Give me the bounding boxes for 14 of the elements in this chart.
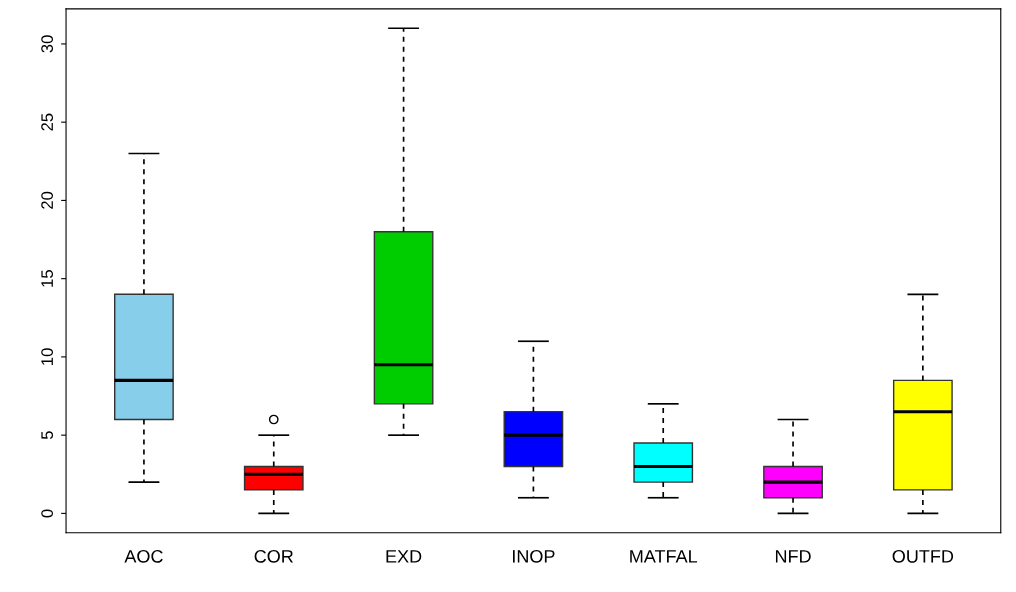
y-tick-label: 20 [41,191,54,209]
y-tick-label: 5 [41,431,54,440]
y-tick-label: 0 [41,509,54,518]
x-tick-label: EXD [386,550,422,563]
y-tick-label: 30 [41,35,54,53]
x-tick-label: COR [254,549,293,563]
x-tick-label: INOP [513,549,555,563]
x-tick-label: NFD [775,550,811,563]
y-tick-label: 10 [41,348,54,365]
x-tick-label: OUTFD [892,549,954,563]
x-tick-label: AOC [124,549,163,563]
y-tick-label: 25 [41,113,54,131]
x-tick-label: MATFAL [630,550,698,563]
y-tick-label: 15 [41,270,54,287]
